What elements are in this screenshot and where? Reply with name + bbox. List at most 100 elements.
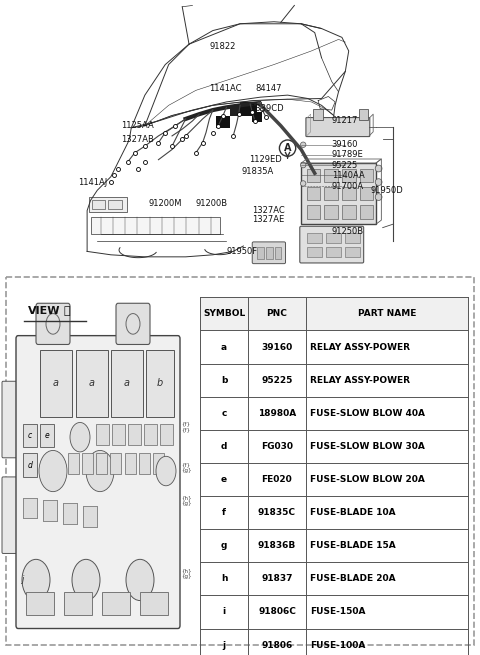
Bar [92,200,106,210]
Text: 39160: 39160 [332,140,358,149]
Text: FUSE-100A: FUSE-100A [310,641,365,650]
Bar [324,187,338,200]
Text: a: a [53,379,59,388]
Circle shape [86,451,114,492]
Bar [76,350,108,417]
Text: PART NAME: PART NAME [358,309,416,318]
Text: 91835C: 91835C [258,508,296,517]
Text: 1125AA: 1125AA [121,121,154,130]
Text: 18980A: 18980A [258,409,296,418]
Text: 91806C: 91806C [258,607,296,616]
Text: a: a [89,379,95,388]
Text: 91250B: 91250B [332,227,364,236]
Bar [252,112,263,122]
FancyBboxPatch shape [2,381,20,458]
Bar [23,453,37,477]
Text: VIEW: VIEW [28,306,60,316]
Text: FUSE-SLOW BLOW 30A: FUSE-SLOW BLOW 30A [310,442,425,451]
Bar [200,297,468,331]
FancyBboxPatch shape [306,117,370,137]
Text: 39160: 39160 [262,343,293,352]
Text: 91822: 91822 [209,42,236,50]
Circle shape [300,162,306,168]
Text: 1141AC: 1141AC [209,84,242,93]
Circle shape [22,559,50,601]
Text: 91836B: 91836B [258,541,296,550]
Text: FUSE-BLADE 10A: FUSE-BLADE 10A [310,508,396,517]
Bar [111,350,143,417]
Circle shape [375,165,382,172]
Bar [240,102,257,115]
Bar [153,453,164,474]
Circle shape [72,559,100,601]
Bar [230,107,240,115]
Bar [307,233,322,243]
Bar [313,109,323,120]
Text: {h}
{g}: {h} {g} [181,495,192,506]
Bar [359,109,369,120]
Bar [40,350,72,417]
FancyBboxPatch shape [16,335,180,629]
Bar [112,424,125,445]
Text: 91789E: 91789E [332,151,363,159]
Text: d: d [27,460,33,470]
Circle shape [70,422,90,452]
Bar [307,247,322,257]
Bar [23,498,37,518]
Text: b: b [221,376,227,384]
Circle shape [156,457,176,486]
Bar [325,233,341,243]
Bar [102,591,130,615]
Bar [64,591,92,615]
Bar [360,168,373,182]
Bar [43,500,57,521]
Text: 91950F: 91950F [227,247,258,256]
Text: e: e [45,431,49,440]
Text: 1129ED: 1129ED [249,155,282,164]
Text: 91806: 91806 [262,641,293,650]
Text: g: g [221,541,227,550]
Text: 91837: 91837 [261,574,293,584]
Text: e: e [221,475,227,484]
Text: a: a [124,379,130,388]
Bar [342,205,356,219]
Bar [63,504,77,524]
Bar [43,500,57,521]
Bar [307,205,320,219]
FancyBboxPatch shape [300,226,364,263]
Text: {f}
{g}: {f} {g} [181,462,192,474]
FancyBboxPatch shape [252,242,286,264]
Text: i: i [222,607,226,616]
Bar [139,453,150,474]
Text: b: b [157,379,163,388]
Text: a: a [221,343,227,352]
Text: FUSE-150A: FUSE-150A [310,607,365,616]
Bar [324,168,338,182]
Text: FG030: FG030 [261,442,293,451]
FancyBboxPatch shape [36,303,70,345]
Text: FUSE-BLADE 20A: FUSE-BLADE 20A [310,574,396,584]
Text: f: f [222,508,226,517]
Bar [216,115,230,128]
Bar [40,424,54,447]
Text: FE020: FE020 [262,475,292,484]
Text: RELAY ASSY-POWER: RELAY ASSY-POWER [310,343,410,352]
Bar [307,168,320,182]
Bar [96,453,107,474]
Bar [301,163,376,224]
Bar [91,217,220,234]
Bar [89,197,127,212]
Text: 91200M: 91200M [148,199,182,208]
Bar [23,424,37,447]
Bar [324,205,338,219]
Circle shape [300,142,306,147]
Bar [140,591,168,615]
Text: 91217: 91217 [332,117,358,126]
Text: {f}
{f}: {f} {f} [181,421,190,432]
Bar [160,424,173,445]
Circle shape [39,451,67,492]
Text: 91700A: 91700A [332,181,364,191]
Bar [342,187,356,200]
Text: A: A [284,143,291,153]
Text: d: d [221,442,227,451]
